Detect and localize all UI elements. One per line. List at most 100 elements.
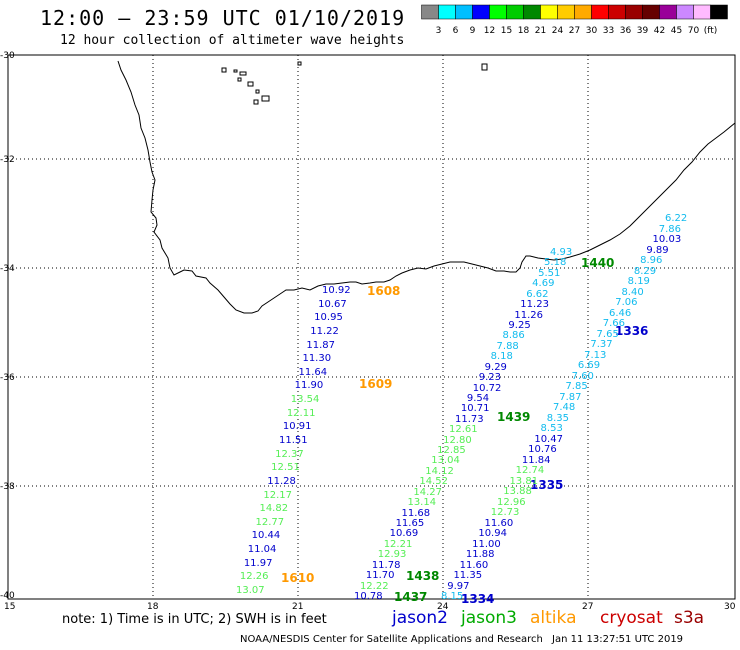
swh-value-track3: 8.29: [633, 265, 657, 277]
pass-label-1439: 1439: [497, 410, 531, 424]
swh-value-track3: 8.40: [621, 286, 644, 298]
swh-value-track3: 10.94: [478, 528, 507, 539]
swh-value-track2: 14.27: [413, 486, 443, 498]
pass-label-1608: 1608: [367, 284, 401, 298]
plot-frame: [7, 54, 736, 600]
swh-value-track3: 12.74: [515, 465, 545, 476]
lat-tick-38: -38: [0, 482, 15, 492]
swh-value-track1: 11.28: [267, 475, 296, 487]
swh-value-track3: 8.19: [627, 276, 650, 287]
lat-tick-32: -32: [0, 155, 15, 165]
lat-tick-36: -36: [0, 373, 15, 383]
lon-tick-15: 15: [4, 602, 16, 612]
swh-value-track3: 13.88: [503, 486, 532, 497]
swh-value-track3: 10.47: [534, 433, 563, 445]
swh-value-track2: 12.80: [443, 434, 472, 446]
swh-value-track2: 5.51: [538, 267, 561, 279]
swh-value-track1: 12.11: [286, 407, 316, 419]
swh-value-track1: 11.90: [294, 380, 324, 392]
swh-value-track2: 4.93: [550, 247, 573, 258]
lat-tick-30: -30: [0, 51, 15, 61]
lon-tick-18: 18: [147, 602, 159, 612]
colorbar-label: 27: [569, 26, 580, 36]
swh-value-track1: 11.22: [310, 325, 339, 337]
colorbar-label: 6: [453, 26, 459, 36]
swh-value-track1: 12.17: [263, 489, 292, 501]
swh-value-track2: 7.88: [496, 340, 519, 352]
swh-value-track2: 9.23: [478, 372, 501, 384]
swh-value-track2: 14.52: [419, 476, 448, 488]
colorbar-label: 24: [552, 26, 564, 36]
swh-value-track2: 12.93: [377, 549, 407, 561]
colorbar-label: 30: [586, 26, 598, 36]
pass-label-1335: 1335: [530, 478, 564, 492]
swh-value-track2: 13.14: [407, 497, 437, 509]
swh-value-track3: 8.35: [546, 412, 570, 424]
colorbar-swatch: [710, 4, 728, 20]
swh-value-track3: 8.53: [540, 423, 563, 434]
swh-value-track1: 13.07: [236, 585, 265, 596]
islands: [221, 61, 488, 105]
legend-altika: altika: [530, 608, 577, 628]
swh-value-track1: 12.37: [275, 448, 304, 460]
swh-value-track2: 11.23: [520, 299, 549, 311]
colorbar-label: 39: [637, 26, 649, 36]
swh-value-track1: 10.67: [318, 298, 347, 310]
lat-tick-40: -40: [0, 591, 15, 601]
swh-value-track1: 11.04: [247, 544, 277, 556]
lon-tick-30: 30: [724, 602, 736, 612]
swh-value-track1: 12.26: [239, 571, 269, 583]
colorbar-label: 3: [436, 26, 442, 36]
swh-value-track1: 10.91: [282, 421, 312, 433]
swh-value-track3: 7.37: [590, 339, 613, 350]
map-title: 12:00 – 23:59 UTC 01/10/2019: [40, 6, 406, 30]
swh-value-track1: 11.97: [243, 557, 273, 569]
swh-value-track1: 12.77: [255, 516, 285, 528]
swh-value-track2: 12.85: [437, 445, 466, 457]
swh-value-track3: 6.22: [665, 213, 688, 224]
swh-value-track3: 7.66: [602, 318, 626, 329]
swh-value-track3: 11.35: [453, 570, 483, 581]
swh-value-track2: 9.54: [466, 392, 490, 404]
swh-value-track2: 11.78: [371, 559, 401, 571]
swh-value-track1: 14.82: [259, 503, 289, 515]
colorbar-label: 42: [654, 26, 665, 36]
note-text: note: 1) Time is in UTC; 2) SWH is in fe…: [62, 612, 327, 627]
swh-value-track3: 6.69: [577, 360, 601, 371]
footer-credit: NOAA/NESDIS Center for Satellite Applica…: [240, 634, 543, 645]
swh-value-track3: 7.48: [553, 402, 576, 413]
swh-value-track2: 9.25: [508, 319, 531, 331]
swh-value-track3: 11.00: [472, 538, 501, 550]
colorbar-label: 15: [501, 26, 512, 36]
swh-value-track3: 9.97: [447, 580, 470, 592]
swh-value-track3: 8.15: [441, 591, 464, 602]
pass-label-1438: 1438: [406, 569, 440, 583]
pass-label-1610: 1610: [281, 571, 315, 585]
swh-value-track2: 11.65: [395, 518, 425, 530]
swh-value-track3: 11.60: [459, 559, 489, 571]
swh-value-track2: 14.12: [425, 465, 454, 477]
pass-label-1336: 1336: [615, 324, 649, 338]
swh-value-track3: 7.13: [584, 349, 607, 361]
swh-value-track2: 13.04: [431, 455, 460, 467]
swh-value-track3: 6.46: [609, 307, 632, 319]
lon-tick-27: 27: [582, 602, 594, 612]
swh-value-track3: 11.60: [484, 517, 514, 529]
swh-value-track2: 4.69: [532, 278, 555, 290]
swh-value-track2: 10.72: [472, 382, 502, 394]
pass-label-1437: 1437: [394, 590, 428, 604]
swh-value-track3: 7.60: [571, 370, 594, 382]
swh-value-track1: 12.51: [271, 462, 300, 474]
colorbar-label: 21: [535, 26, 546, 36]
swh-value-track2: 9.29: [484, 361, 507, 373]
swh-value-track3: 7.87: [559, 391, 582, 403]
pass-label-1609: 1609: [359, 377, 393, 391]
swh-value-track2: 10.69: [389, 528, 419, 540]
swh-value-track3: 7.85: [565, 381, 588, 392]
swh-value-track3: 7.65: [596, 328, 619, 340]
map-subtitle: 12 hour collection of altimeter wave hei…: [60, 33, 405, 48]
lat-tick-34: -34: [0, 264, 15, 274]
legend-cryosat: cryosat: [600, 608, 663, 628]
